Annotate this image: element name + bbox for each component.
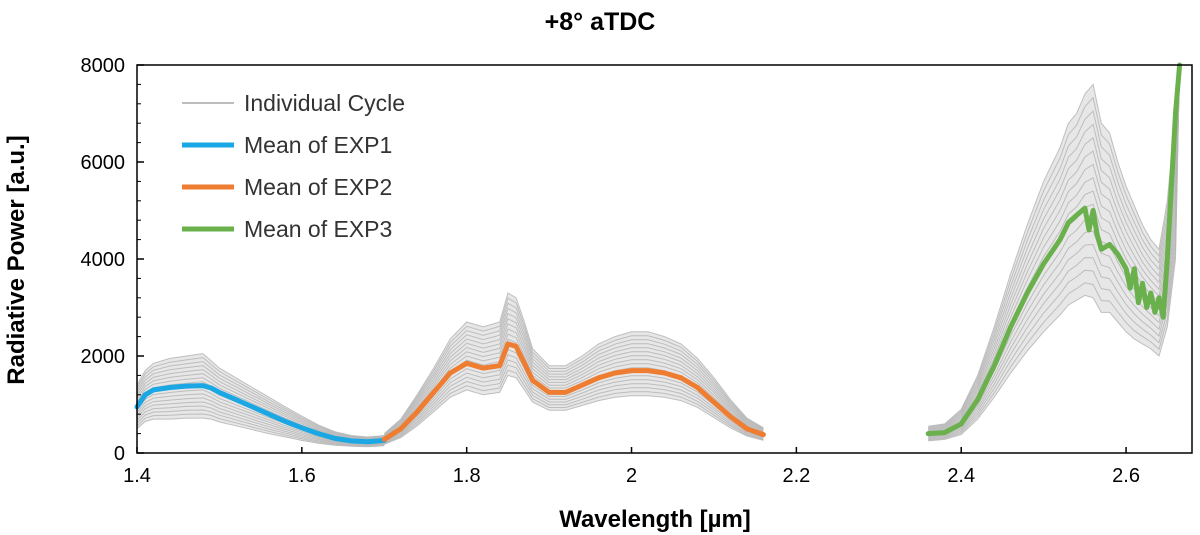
individual-cycle-line bbox=[383, 307, 764, 436]
individual-cycle-line bbox=[136, 353, 385, 438]
individual-cycle-line bbox=[384, 369, 764, 445]
mean-series-lines bbox=[134, 62, 1183, 445]
x-axis-ticks: 1.4 1.6 1.8 2 2.2 2.4 2.6 bbox=[123, 447, 1140, 487]
individual-cycle-line bbox=[928, 64, 1181, 438]
y-axis-label: Radiative Power [a.u.] bbox=[3, 135, 30, 384]
individual-cycle-line bbox=[136, 357, 385, 439]
individual-cycle-line bbox=[384, 317, 764, 438]
individual-cycle-line bbox=[136, 361, 385, 439]
x-tick-label: 2.4 bbox=[947, 465, 975, 487]
chart-legend: Individual Cycle Mean of EXP1 Mean of EXP2… bbox=[182, 90, 405, 242]
individual-cycle-line bbox=[384, 323, 764, 439]
y-tick-label: 8000 bbox=[81, 55, 126, 77]
x-tick-label: 1.6 bbox=[288, 465, 316, 487]
individual-cycle-line bbox=[383, 312, 764, 437]
legend-label: Mean of EXP2 bbox=[244, 174, 392, 200]
x-tick-label: 2.6 bbox=[1112, 465, 1140, 487]
individual-cycle-line bbox=[928, 64, 1181, 441]
x-tick-label: 2 bbox=[626, 465, 637, 487]
legend-label: Mean of EXP3 bbox=[244, 216, 392, 242]
mean-series-line-1 bbox=[134, 383, 387, 445]
individual-cycle-line bbox=[928, 64, 1181, 432]
x-axis-label: Wavelength [µm] bbox=[559, 506, 751, 533]
individual-cycle-line bbox=[928, 64, 1181, 427]
individual-cycle-line bbox=[136, 413, 385, 447]
individual-cycle-line bbox=[384, 328, 764, 439]
individual-cycle-line bbox=[928, 64, 1181, 431]
individual-cycle-line bbox=[383, 302, 764, 436]
mean-series-line-2 bbox=[381, 341, 766, 442]
individual-cycle-line bbox=[384, 333, 764, 440]
y-tick-label: 2000 bbox=[81, 346, 126, 368]
individual-cycle-line bbox=[383, 297, 764, 435]
individual-cycle-line bbox=[384, 354, 764, 443]
individual-cycle-line bbox=[928, 64, 1181, 439]
y-axis-ticks: 0 2000 4000 6000 8000 bbox=[81, 55, 144, 465]
individual-cycle-line bbox=[928, 64, 1181, 434]
individual-cycle-line bbox=[136, 417, 385, 448]
individual-cycle-line bbox=[136, 365, 385, 440]
individual-cycle-line bbox=[384, 359, 764, 443]
legend-label: Mean of EXP1 bbox=[244, 132, 392, 158]
legend-label: Individual Cycle bbox=[244, 90, 405, 116]
individual-cycle-line bbox=[383, 292, 764, 434]
x-tick-label: 1.8 bbox=[453, 465, 481, 487]
chart-title: +8° aTDC bbox=[545, 8, 656, 36]
individual-cycle-line bbox=[928, 64, 1181, 433]
individual-cycle-line bbox=[136, 405, 385, 446]
individual-cycle-line bbox=[136, 409, 385, 447]
x-tick-label: 2.2 bbox=[782, 465, 810, 487]
x-tick-label: 1.4 bbox=[123, 465, 151, 487]
individual-cycle-line bbox=[136, 401, 385, 445]
individual-cycle-line bbox=[384, 374, 764, 445]
individual-cycle-line bbox=[928, 64, 1181, 430]
y-tick-label: 4000 bbox=[81, 249, 126, 271]
individual-cycle-line bbox=[928, 64, 1181, 428]
individual-cycle-band-2 bbox=[384, 293, 764, 445]
individual-cycle-line bbox=[928, 64, 1181, 440]
individual-cycle-line bbox=[928, 64, 1181, 429]
individual-cycle-line bbox=[384, 364, 764, 444]
individual-cycle-line bbox=[928, 64, 1181, 442]
y-tick-label: 6000 bbox=[81, 152, 126, 174]
individual-cycle-line bbox=[384, 348, 764, 442]
mean-series-line-3 bbox=[925, 62, 1183, 437]
individual-cycle-line bbox=[136, 369, 385, 440]
individual-cycle-bands bbox=[136, 64, 1181, 448]
y-tick-label: 0 bbox=[114, 443, 125, 465]
